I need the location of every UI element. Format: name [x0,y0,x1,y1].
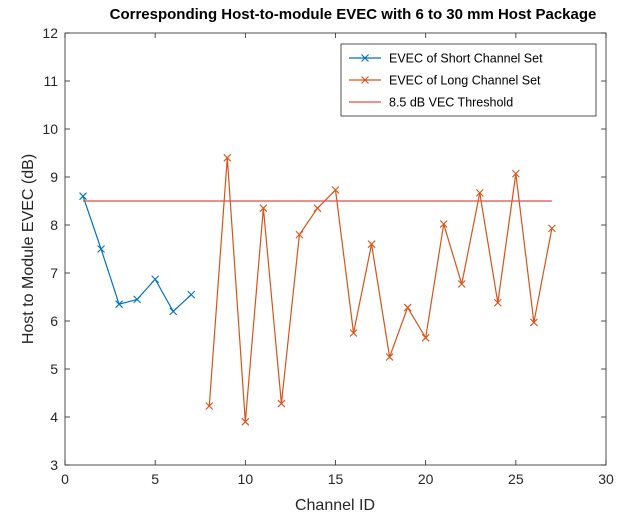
data-point-s0-6 [187,290,196,299]
y-tick-label-8: 11 [43,73,58,89]
data-point-s1-11 [403,303,412,312]
data-point-s1-14 [457,280,466,288]
y-tick-label-4: 7 [50,265,58,281]
data-point-s1-17 [511,169,520,178]
legend: EVEC of Short Channel Set EVEC of Long Ch… [340,43,597,117]
axes-layer: 0 5 10 15 20 25 30 3 4 5 6 7 8 9 10 11 12 [42,25,614,487]
data-point-s1-13 [439,220,448,228]
x-tick-label-0: 0 [61,471,69,487]
x-tick-label-5: 25 [508,471,524,487]
y-tick-label-3: 6 [50,313,58,329]
x-axis-label: Channel ID [295,497,375,514]
y-tick-label-0: 3 [50,457,58,473]
legend-label-1: EVEC of Long Channel Set [389,74,541,88]
x-tick-label-6: 30 [598,471,614,487]
series-line-1 [208,157,553,422]
data-point-s1-9 [367,240,376,249]
data-point-s1-7 [331,186,340,194]
y-tick-label-6: 9 [50,169,58,185]
data-point-s1-0 [205,402,214,410]
y-tick-label-9: 12 [42,25,58,41]
data-point-s1-5 [295,230,304,239]
chart-title: Corresponding Host-to-module EVEC with 6… [110,6,597,23]
data-point-s1-19 [548,224,556,233]
legend-label-2: 8.5 dB VEC Threshold [389,96,513,110]
data-point-s0-0 [79,192,87,201]
legend-marker-0 [361,54,369,62]
data-point-s1-3 [259,204,268,213]
y-tick-label-7: 10 [42,121,58,137]
data-point-s0-2 [115,300,123,309]
y-tick-label-5: 8 [50,217,58,233]
x-tick-label-4: 20 [418,471,434,487]
data-point-s0-3 [133,295,142,304]
data-point-s1-10 [385,353,394,361]
data-point-s1-18 [529,318,538,327]
data-point-s0-5 [169,307,178,316]
legend-label-0: EVEC of Short Channel Set [389,52,543,66]
y-tick-label-2: 5 [50,361,58,377]
data-point-s1-2 [241,417,250,426]
legend-marker-1 [361,76,369,84]
legend-box [340,43,597,117]
y-axis-label: Host to Module EVEC (dB) [20,154,37,344]
x-tick-label-2: 10 [238,471,254,487]
data-point-s1-15 [475,188,484,197]
x-tick-label-3: 15 [328,471,344,487]
data-point-s0-1 [97,245,105,253]
series-layer [79,153,556,426]
y-tick-label-1: 4 [50,409,58,425]
data-point-s1-16 [493,298,502,307]
data-point-s0-4 [151,275,160,284]
data-point-s1-4 [277,399,286,408]
data-point-s1-6 [313,204,322,213]
data-point-s1-1 [223,153,232,162]
data-point-s1-12 [421,333,430,342]
x-tick-label-1: 5 [151,471,159,487]
data-point-s1-8 [349,329,358,337]
